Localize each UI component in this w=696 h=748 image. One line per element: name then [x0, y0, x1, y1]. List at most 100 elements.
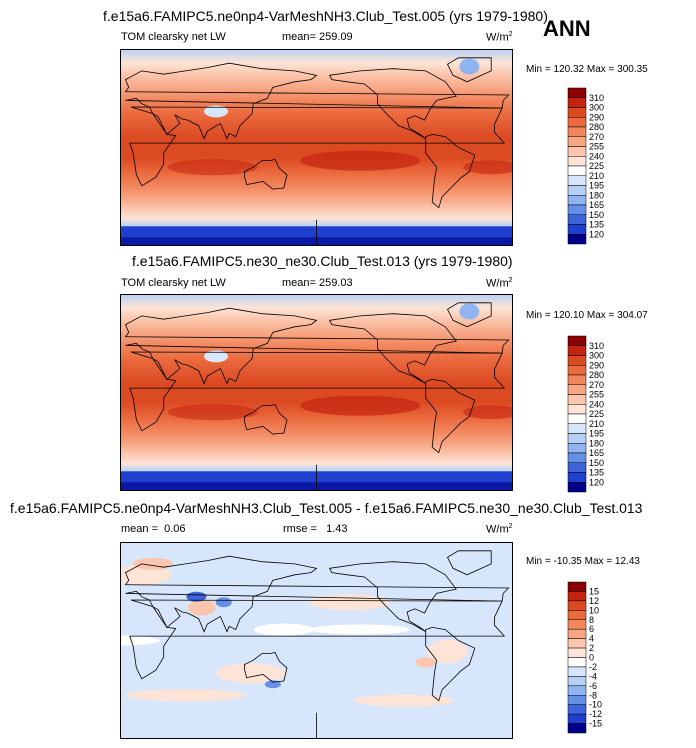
panel1-variable: TOM clearsky net LW — [121, 31, 226, 43]
panel1-colorbar: 3103002902802702552402252101951801651501… — [567, 87, 604, 245]
panel1-units: W/m2 — [486, 31, 513, 44]
field-max-region — [300, 395, 421, 416]
coastline — [328, 561, 457, 633]
colorbar-label: 310 — [589, 93, 604, 103]
colorbar-swatch — [567, 365, 587, 376]
colorbar-swatch — [567, 146, 587, 157]
colorbar-label: 120 — [589, 229, 604, 239]
colorbar-swatch — [567, 404, 587, 415]
coastline — [446, 550, 492, 576]
panel1-map — [120, 49, 513, 246]
colorbar-label: 12 — [589, 596, 599, 606]
colorbar-label: 225 — [589, 161, 604, 171]
field-anomaly — [415, 657, 436, 668]
panel2-map — [120, 294, 513, 491]
coastline — [425, 626, 476, 702]
map-frame — [120, 542, 513, 739]
coastline — [129, 599, 506, 680]
colorbar-label: 8 — [589, 615, 594, 625]
panel2-title: f.e15a6.FAMIPC5.ne30_ne30.Club_Test.013 … — [132, 253, 513, 269]
colorbar-label: -6 — [589, 681, 597, 691]
colorbar-label: -4 — [589, 671, 597, 681]
colorbar-label: 4 — [589, 634, 594, 644]
colorbar-label: 150 — [589, 210, 604, 220]
panel1-minmax: Min = 120.32 Max = 300.35 — [526, 64, 648, 75]
panel2-colorbar: 3103002902802702552402252101951801651501… — [567, 335, 604, 493]
colorbar-swatch — [567, 472, 587, 483]
coastline — [129, 106, 506, 187]
coastline — [328, 313, 457, 385]
colorbar-swatch — [567, 107, 587, 118]
colorbar-swatch — [567, 374, 587, 385]
panel2-variable: TOM clearsky net LW — [121, 277, 226, 289]
colorbar-label: 280 — [589, 370, 604, 380]
coastline — [124, 307, 510, 385]
panel3-title: f.e15a6.FAMIPC5.ne0np4-VarMeshNH3.Club_T… — [10, 500, 643, 516]
colorbar-label: 240 — [589, 399, 604, 409]
colorbar-swatch — [567, 214, 587, 225]
coastline — [129, 351, 506, 432]
colorbar-label: -8 — [589, 690, 597, 700]
colorbar-swatch — [567, 482, 587, 493]
field-cold-spot — [459, 58, 480, 75]
map-frame — [120, 294, 513, 491]
colorbar-label: 2 — [589, 643, 594, 653]
panel3-mean: mean = 0.06 — [121, 523, 186, 535]
field-background — [120, 294, 513, 491]
colorbar-swatch — [567, 676, 587, 687]
colorbar-swatch — [567, 345, 587, 356]
colorbar-label: 210 — [589, 171, 604, 181]
panel2-minmax: Min = 120.10 Max = 304.07 — [526, 310, 648, 321]
colorbar-swatch — [567, 87, 587, 98]
colorbar-label: 270 — [589, 380, 604, 390]
colorbar-swatch — [567, 723, 587, 734]
colorbar-swatch — [567, 591, 587, 602]
colorbar-label: -15 — [589, 719, 602, 729]
colorbar-label: 300 — [589, 351, 604, 361]
colorbar-swatch — [567, 165, 587, 176]
colorbar-swatch — [567, 619, 587, 630]
field-anomaly — [216, 663, 286, 684]
field-anomaly — [215, 597, 232, 608]
panel1-mean: mean= 259.09 — [282, 31, 353, 43]
colorbar-label: 15 — [589, 586, 599, 596]
colorbar-label: 135 — [589, 220, 604, 230]
colorbar-swatch — [567, 126, 587, 137]
colorbar-swatch — [567, 657, 587, 668]
panel3-rmse: rmse = 1.43 — [283, 523, 348, 535]
colorbar-swatch — [567, 610, 587, 620]
colorbar-swatch — [567, 443, 587, 454]
colorbar-swatch — [567, 600, 587, 611]
field-max-region — [167, 159, 258, 176]
colorbar-label: 290 — [589, 360, 604, 370]
coastline — [124, 62, 510, 140]
colorbar-swatch — [567, 647, 587, 658]
field-cold-spot — [459, 303, 480, 320]
colorbar-swatch — [567, 156, 587, 167]
colorbar-swatch — [567, 638, 587, 649]
colorbar-swatch — [567, 224, 587, 235]
map-frame — [120, 49, 513, 246]
field-anomaly — [120, 635, 160, 646]
colorbar-label: 210 — [589, 419, 604, 429]
colorbar-label: -2 — [589, 662, 597, 672]
colorbar-label: 240 — [589, 151, 604, 161]
colorbar-swatch — [567, 185, 587, 196]
colorbar-swatch — [567, 117, 587, 128]
colorbar-swatch — [567, 433, 587, 444]
colorbar-swatch — [567, 97, 587, 108]
colorbar-label: 290 — [589, 112, 604, 122]
coastline — [425, 133, 476, 209]
colorbar-swatch — [567, 234, 587, 245]
panel1-title: f.e15a6.FAMIPC5.ne0np4-VarMeshNH3.Club_T… — [103, 8, 548, 24]
panel2-mean: mean= 259.03 — [282, 277, 353, 289]
colorbar-swatch — [567, 628, 587, 639]
colorbar-swatch — [567, 195, 587, 206]
field-anomaly — [427, 639, 468, 664]
field-anomaly — [353, 694, 454, 707]
colorbar-label: 165 — [589, 200, 604, 210]
colorbar-label: 0 — [589, 653, 594, 663]
coastline — [244, 652, 288, 683]
colorbar-swatch — [567, 423, 587, 434]
